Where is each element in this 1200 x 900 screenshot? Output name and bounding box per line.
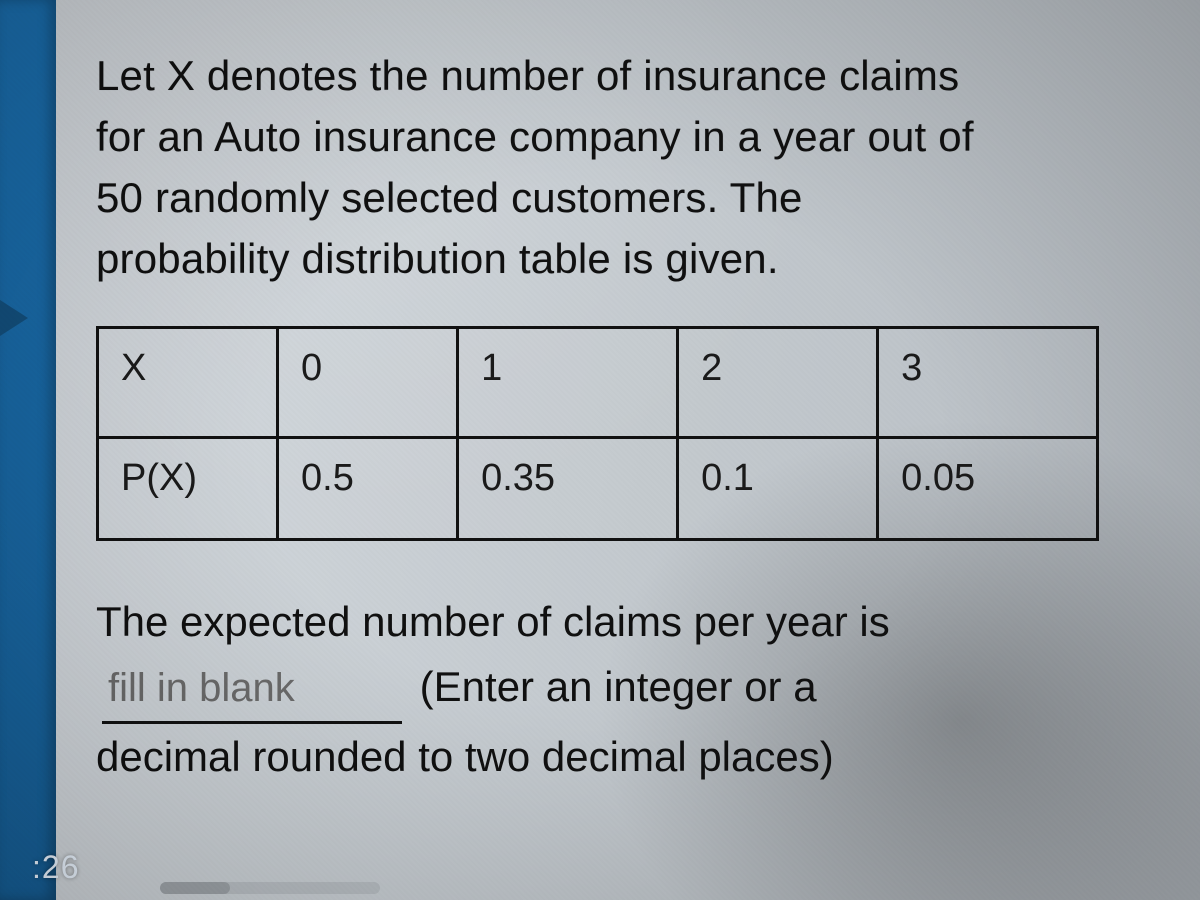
- prompt-line-2: decimal rounded to two decimal places): [96, 733, 834, 780]
- quiz-sidebar: [0, 0, 56, 900]
- table-cell: 2: [678, 327, 878, 437]
- question-line-2: for an Auto insurance company in a year …: [96, 113, 974, 160]
- scrollbar-thumb[interactable]: [160, 882, 230, 894]
- question-text: Let X denotes the number of insurance cl…: [96, 46, 1152, 290]
- answer-prompt: The expected number of claims per year i…: [96, 589, 1152, 789]
- table-cell: 1: [458, 327, 678, 437]
- table-cell: 0.35: [458, 437, 678, 539]
- table-row: P(X) 0.5 0.35 0.1 0.05: [98, 437, 1098, 539]
- prompt-after-blank-inline: (Enter an integer or a: [420, 663, 817, 710]
- question-line-3: 50 randomly selected customers. The: [96, 174, 803, 221]
- prompt-before-blank: The expected number of claims per year i…: [96, 598, 890, 645]
- table-cell: 0.5: [278, 437, 458, 539]
- table-cell: 3: [878, 327, 1098, 437]
- answer-blank-input[interactable]: fill in blank: [102, 654, 402, 724]
- question-line-4: probability distribution table is given.: [96, 235, 779, 282]
- table-cell: 0.1: [678, 437, 878, 539]
- question-line-1: Let X denotes the number of insurance cl…: [96, 52, 959, 99]
- probability-distribution-table: X 0 1 2 3 P(X) 0.5 0.35 0.1 0.05: [96, 326, 1099, 541]
- table-cell: 0.05: [878, 437, 1098, 539]
- table-cell: P(X): [98, 437, 278, 539]
- timer-value: :26: [32, 849, 79, 886]
- table-cell: X: [98, 327, 278, 437]
- table-cell: 0: [278, 327, 458, 437]
- question-content: Let X denotes the number of insurance cl…: [56, 0, 1200, 900]
- current-question-marker-icon: [0, 300, 28, 336]
- horizontal-scrollbar[interactable]: [160, 882, 380, 894]
- blank-placeholder-text: fill in blank: [108, 666, 295, 710]
- table-row: X 0 1 2 3: [98, 327, 1098, 437]
